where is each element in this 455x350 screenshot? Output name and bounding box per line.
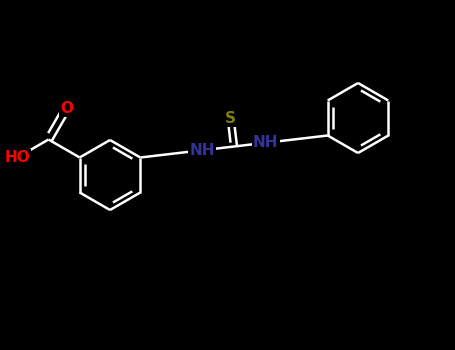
Text: HO: HO <box>5 150 30 165</box>
Text: NH: NH <box>253 135 278 150</box>
Text: O: O <box>60 101 73 116</box>
Text: S: S <box>225 111 236 126</box>
Text: NH: NH <box>189 143 215 158</box>
